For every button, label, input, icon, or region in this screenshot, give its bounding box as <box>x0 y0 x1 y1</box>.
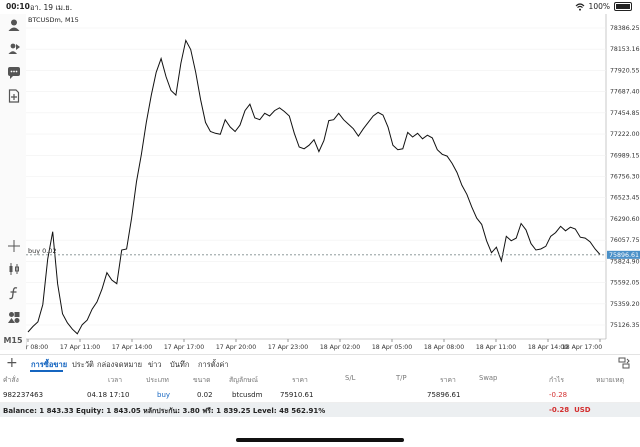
wifi-icon <box>575 2 584 11</box>
x-tick-label: 17 Apr 11:00 <box>60 344 100 351</box>
y-tick-label: 75359.20 <box>610 301 640 308</box>
crosshair-icon[interactable] <box>6 238 21 253</box>
candlestick-icon[interactable] <box>6 261 21 276</box>
chart-svg[interactable]: 78386.25 78153.16 77920.55 77687.40 77454.85… <box>8 14 640 354</box>
col-comment: หมายเหตุ <box>596 376 624 384</box>
x-tick-label: 17 Apr 17:00 <box>164 344 204 351</box>
tab-trade[interactable]: การซื้อขาย <box>31 360 68 369</box>
col-volume: ขนาด <box>193 376 211 384</box>
position-row[interactable]: 982237463 04.18 17:10 buy 0.02 btcusdm 7… <box>0 389 640 403</box>
objects-icon[interactable] <box>6 309 21 324</box>
tab-journal[interactable]: บันทึก <box>170 360 190 369</box>
x-tick-label: 18 Apr 17:00 <box>562 344 602 351</box>
col-current-price: ราคา <box>440 376 456 384</box>
col-symbol: สัญลักษณ์ <box>229 376 259 384</box>
x-tick-label: 17 Apr 20:00 <box>216 344 256 351</box>
x-tick-label: 18 Apr 05:00 <box>372 344 412 351</box>
y-tick-label: 77920.55 <box>610 67 640 74</box>
col-sl: S/L <box>345 374 356 382</box>
total-profit: -0.28 USD <box>549 406 591 414</box>
col-type: ประเภท <box>146 376 169 384</box>
left-toolbar: M15 <box>0 14 27 350</box>
user-icon[interactable] <box>6 17 21 32</box>
add-file-icon[interactable] <box>6 88 21 103</box>
tab-settings[interactable]: การตั้งค่า <box>198 360 229 369</box>
total-profit-value: -0.28 <box>549 406 570 414</box>
add-icon[interactable]: + <box>6 355 18 371</box>
current-price-tag <box>607 250 640 259</box>
x-tick-label: 18 Apr 11:00 <box>476 344 516 351</box>
chat-icon[interactable] <box>6 65 21 80</box>
y-tick-label: 78386.25 <box>610 25 640 32</box>
status-date: อา. 19 เม.ย. <box>30 3 73 12</box>
y-tick-label: 78153.16 <box>610 46 640 53</box>
y-tick-label: 76057.75 <box>610 237 640 244</box>
col-order: คำสั่ง <box>3 376 19 384</box>
current-price-value: 75896.61 <box>609 252 639 259</box>
battery-icon <box>614 2 632 11</box>
col-tp: T/P <box>396 374 407 382</box>
x-tick-label: 17 Apr 23:00 <box>268 344 308 351</box>
position-type: buy <box>157 391 171 399</box>
y-tick-label: 77454.85 <box>610 110 640 117</box>
position-time: 04.18 17:10 <box>87 391 130 399</box>
tab-history[interactable]: ประวัติ <box>72 360 94 369</box>
position-current-price: 75896.61 <box>427 391 461 399</box>
position-profit: -0.28 <box>549 391 568 399</box>
y-tick-label: 75126.35 <box>610 322 640 329</box>
balance-summary: Balance: 1 843.33 Equity: 1 843.05 หลักป… <box>3 407 326 415</box>
x-tick-label: 18 Apr 02:00 <box>320 344 360 351</box>
position-volume: 0.02 <box>197 391 213 399</box>
function-icon[interactable] <box>6 285 21 300</box>
col-price: ราคา <box>292 376 308 384</box>
col-swap: Swap <box>479 374 498 382</box>
total-profit-currency: USD <box>574 406 591 414</box>
x-tick-label: 18 Apr 14:00 <box>528 344 568 351</box>
order-label: buy 0.02 <box>28 247 57 255</box>
position-open-price: 75910.61 <box>280 391 314 399</box>
tab-news[interactable]: ข่าว <box>148 360 162 369</box>
y-tick-label: 76989.15 <box>610 152 640 159</box>
y-tick-label: 76523.45 <box>610 195 640 202</box>
active-tab-indicator <box>30 370 63 372</box>
price-chart[interactable]: 78386.25 78153.16 77920.55 77687.40 77454.85… <box>8 14 640 354</box>
y-tick-label: 75824.90 <box>610 258 640 265</box>
y-tick-label: 75592.05 <box>610 280 640 287</box>
x-tick-label: 17 Apr 14:00 <box>112 344 152 351</box>
col-time: เวลา <box>108 376 123 384</box>
chart-symbol: BTCUSDm, M15 <box>28 16 79 24</box>
y-tick-label: 77222.00 <box>610 131 640 138</box>
timeframe-button[interactable]: M15 <box>3 336 23 345</box>
tab-mailbox[interactable]: กล่องจดหมาย <box>97 360 143 369</box>
positions-header: คำสั่ง เวลา ประเภท ขนาด สัญลักษณ์ ราคา S… <box>0 374 640 386</box>
share-icon[interactable] <box>6 41 21 56</box>
y-tick-label: 76290.60 <box>610 216 640 223</box>
x-tick-label: 18 Apr 08:00 <box>424 344 464 351</box>
x-tick-label: 17 Apr 08:00 <box>26 344 48 351</box>
y-tick-label: 77687.40 <box>610 89 640 96</box>
bottom-tabs: + การซื้อขาย ประวัติ กล่องจดหมาย ข่าว บั… <box>0 354 640 373</box>
position-ticket: 982237463 <box>3 391 44 399</box>
position-symbol: btcusdm <box>232 391 263 399</box>
home-indicator <box>236 438 404 442</box>
balance-bar: Balance: 1 843.33 Equity: 1 843.05 หลักป… <box>0 403 640 417</box>
layout-toggle-icon[interactable] <box>618 357 630 369</box>
y-tick-label: 76756.30 <box>610 174 640 181</box>
status-bar: 00:10 อา. 19 เม.ย. 100% <box>0 0 640 14</box>
price-line <box>27 38 601 335</box>
col-profit: กำไร <box>549 376 565 384</box>
battery-percent: 100% <box>588 2 610 11</box>
status-time: 00:10 <box>6 2 30 11</box>
